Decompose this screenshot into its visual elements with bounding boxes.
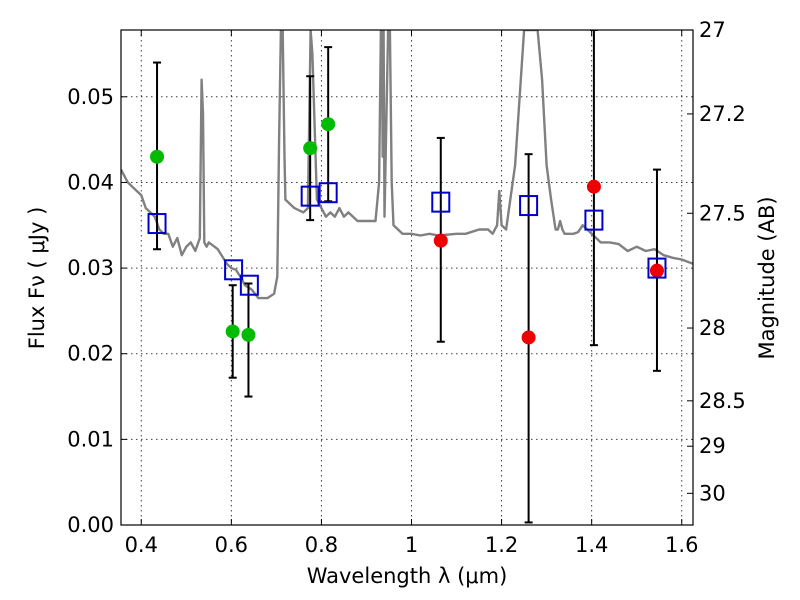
y-tick-label: 0.01 <box>67 427 114 451</box>
y2-tick-label: 29 <box>699 434 726 458</box>
y2-tick-label: 30 <box>699 481 726 505</box>
x-tick-label: 1.4 <box>575 533 608 557</box>
model-point <box>147 213 167 235</box>
x-tick-label: 0.4 <box>125 533 158 557</box>
y2-axis-label: Magnitude (AB) <box>755 196 779 359</box>
plot-frame <box>120 29 694 526</box>
y-axis-ticks: 0.00 0.01 0.02 0.03 0.04 0.05 <box>67 85 127 537</box>
model-point <box>300 185 320 207</box>
y-tick-label: 0.03 <box>67 256 114 280</box>
model-point <box>224 259 244 281</box>
x-tick-label: 1.2 <box>485 533 518 557</box>
observed-point <box>150 149 165 164</box>
observed-point <box>521 330 536 345</box>
y2-tick-label: 28.5 <box>699 389 746 413</box>
y-axis-label: Flux Fν ( μJy ) <box>25 207 49 350</box>
observed-point <box>241 327 256 342</box>
x-axis-label: Wavelength λ (μm) <box>307 564 508 588</box>
observed-points <box>150 117 664 345</box>
x-tick-label: 1 <box>405 533 418 557</box>
sed-template-line <box>121 30 693 300</box>
y-tick-label: 0.04 <box>67 170 114 194</box>
y-tick-label: 0.02 <box>67 342 114 366</box>
model-point <box>519 195 539 217</box>
observed-point <box>586 179 601 194</box>
observed-point <box>433 233 448 248</box>
observed-point <box>321 117 336 132</box>
y2-axis-ticks: 27 27.2 27.5 28 28.5 29 30 <box>687 18 746 505</box>
y-tick-label: 0.05 <box>67 85 114 109</box>
sed-layer <box>121 30 693 300</box>
model-point <box>239 274 259 296</box>
y2-tick-label: 27.5 <box>699 201 746 225</box>
y2-tick-label: 28 <box>699 316 726 340</box>
observed-point <box>225 324 240 339</box>
model-point <box>318 182 338 204</box>
model-point <box>431 191 451 213</box>
y2-tick-label: 27 <box>699 18 726 42</box>
model-point <box>647 257 667 279</box>
observed-point <box>303 141 318 156</box>
y2-tick-label: 27.2 <box>699 102 746 126</box>
x-axis-ticks: 0.4 0.6 0.8 1 1.2 1.4 1.6 <box>125 30 698 557</box>
x-tick-label: 1.6 <box>665 533 698 557</box>
y-tick-label: 0.00 <box>67 513 114 537</box>
x-tick-label: 0.8 <box>305 533 338 557</box>
model-points <box>147 182 667 296</box>
model-point <box>584 209 604 231</box>
observed-point <box>649 263 664 278</box>
x-tick-label: 0.6 <box>215 533 248 557</box>
